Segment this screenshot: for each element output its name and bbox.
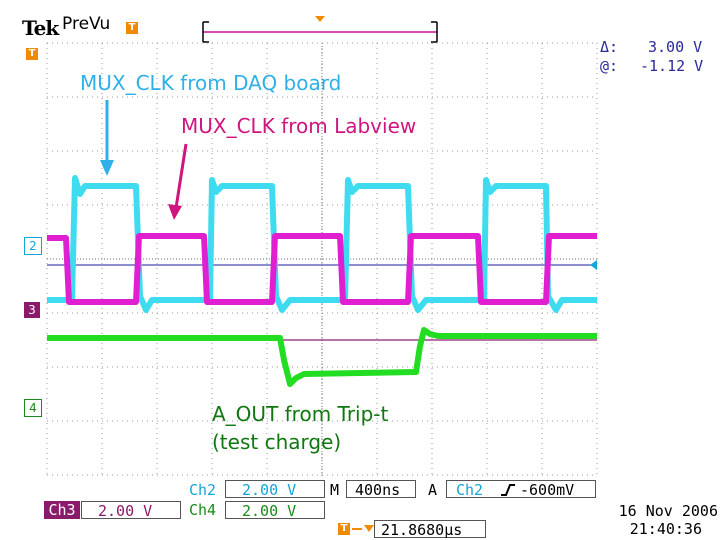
trigger-level: -600mV	[520, 481, 575, 499]
trigger-source: Ch2	[456, 481, 484, 499]
ch4-scale[interactable]: 2.00 V	[225, 501, 325, 520]
ch4-label[interactable]: Ch4	[189, 501, 217, 519]
ch3-label[interactable]: Ch3	[44, 501, 80, 519]
annotation-aout-line2: (test charge)	[212, 430, 342, 454]
trigger-position-marker[interactable]: T	[126, 22, 138, 34]
brand-logo: Tek	[22, 16, 59, 40]
annotation-aout-line1: A_OUT from Trip-t	[212, 402, 389, 426]
cursor-at-label: @:	[600, 57, 619, 75]
ch3-ground-marker[interactable]: 3	[24, 302, 40, 318]
annotation-daq: MUX_CLK from DAQ board	[80, 71, 342, 95]
record-view-bar	[202, 16, 438, 43]
graticule	[46, 42, 598, 477]
trigger-label: A	[428, 481, 438, 499]
acquisition-mode: PreVu	[62, 14, 111, 34]
ch2-ground-marker[interactable]: 2	[24, 237, 42, 255]
ch4-ground-marker[interactable]: 4	[24, 399, 42, 417]
cursor-arrow-icon	[590, 260, 597, 270]
trigger-level-marker[interactable]: T	[26, 48, 38, 60]
cursor-at-value: -1.12 V	[640, 57, 704, 75]
time-display: 21:40:36	[629, 520, 702, 538]
trigger-settings[interactable]	[446, 480, 596, 498]
trigger-position-value[interactable]: 21.8680µs	[374, 520, 486, 539]
labview-arrow-icon	[168, 143, 188, 220]
ch3-waveform	[47, 233, 597, 305]
ch4-waveform	[47, 327, 597, 387]
date-display: 16 Nov 2006	[618, 502, 718, 520]
annotation-labview: MUX_CLK from Labview	[181, 114, 417, 138]
timebase-label: M	[330, 481, 340, 499]
daq-arrow-icon	[100, 100, 114, 176]
cursor-delta-value: 3.00 V	[648, 38, 703, 56]
ch2-scale[interactable]: 2.00 V	[225, 480, 325, 499]
trigger-arrow-icon	[352, 525, 374, 532]
timebase-value[interactable]: 400ns	[346, 480, 416, 499]
trigger-position-icon: T	[338, 523, 350, 535]
ch2-label[interactable]: Ch2	[189, 481, 217, 499]
rising-edge-icon	[501, 484, 515, 496]
ch3-scale[interactable]: 2.00 V	[81, 501, 181, 520]
cursor-delta-label: Δ:	[600, 38, 619, 56]
